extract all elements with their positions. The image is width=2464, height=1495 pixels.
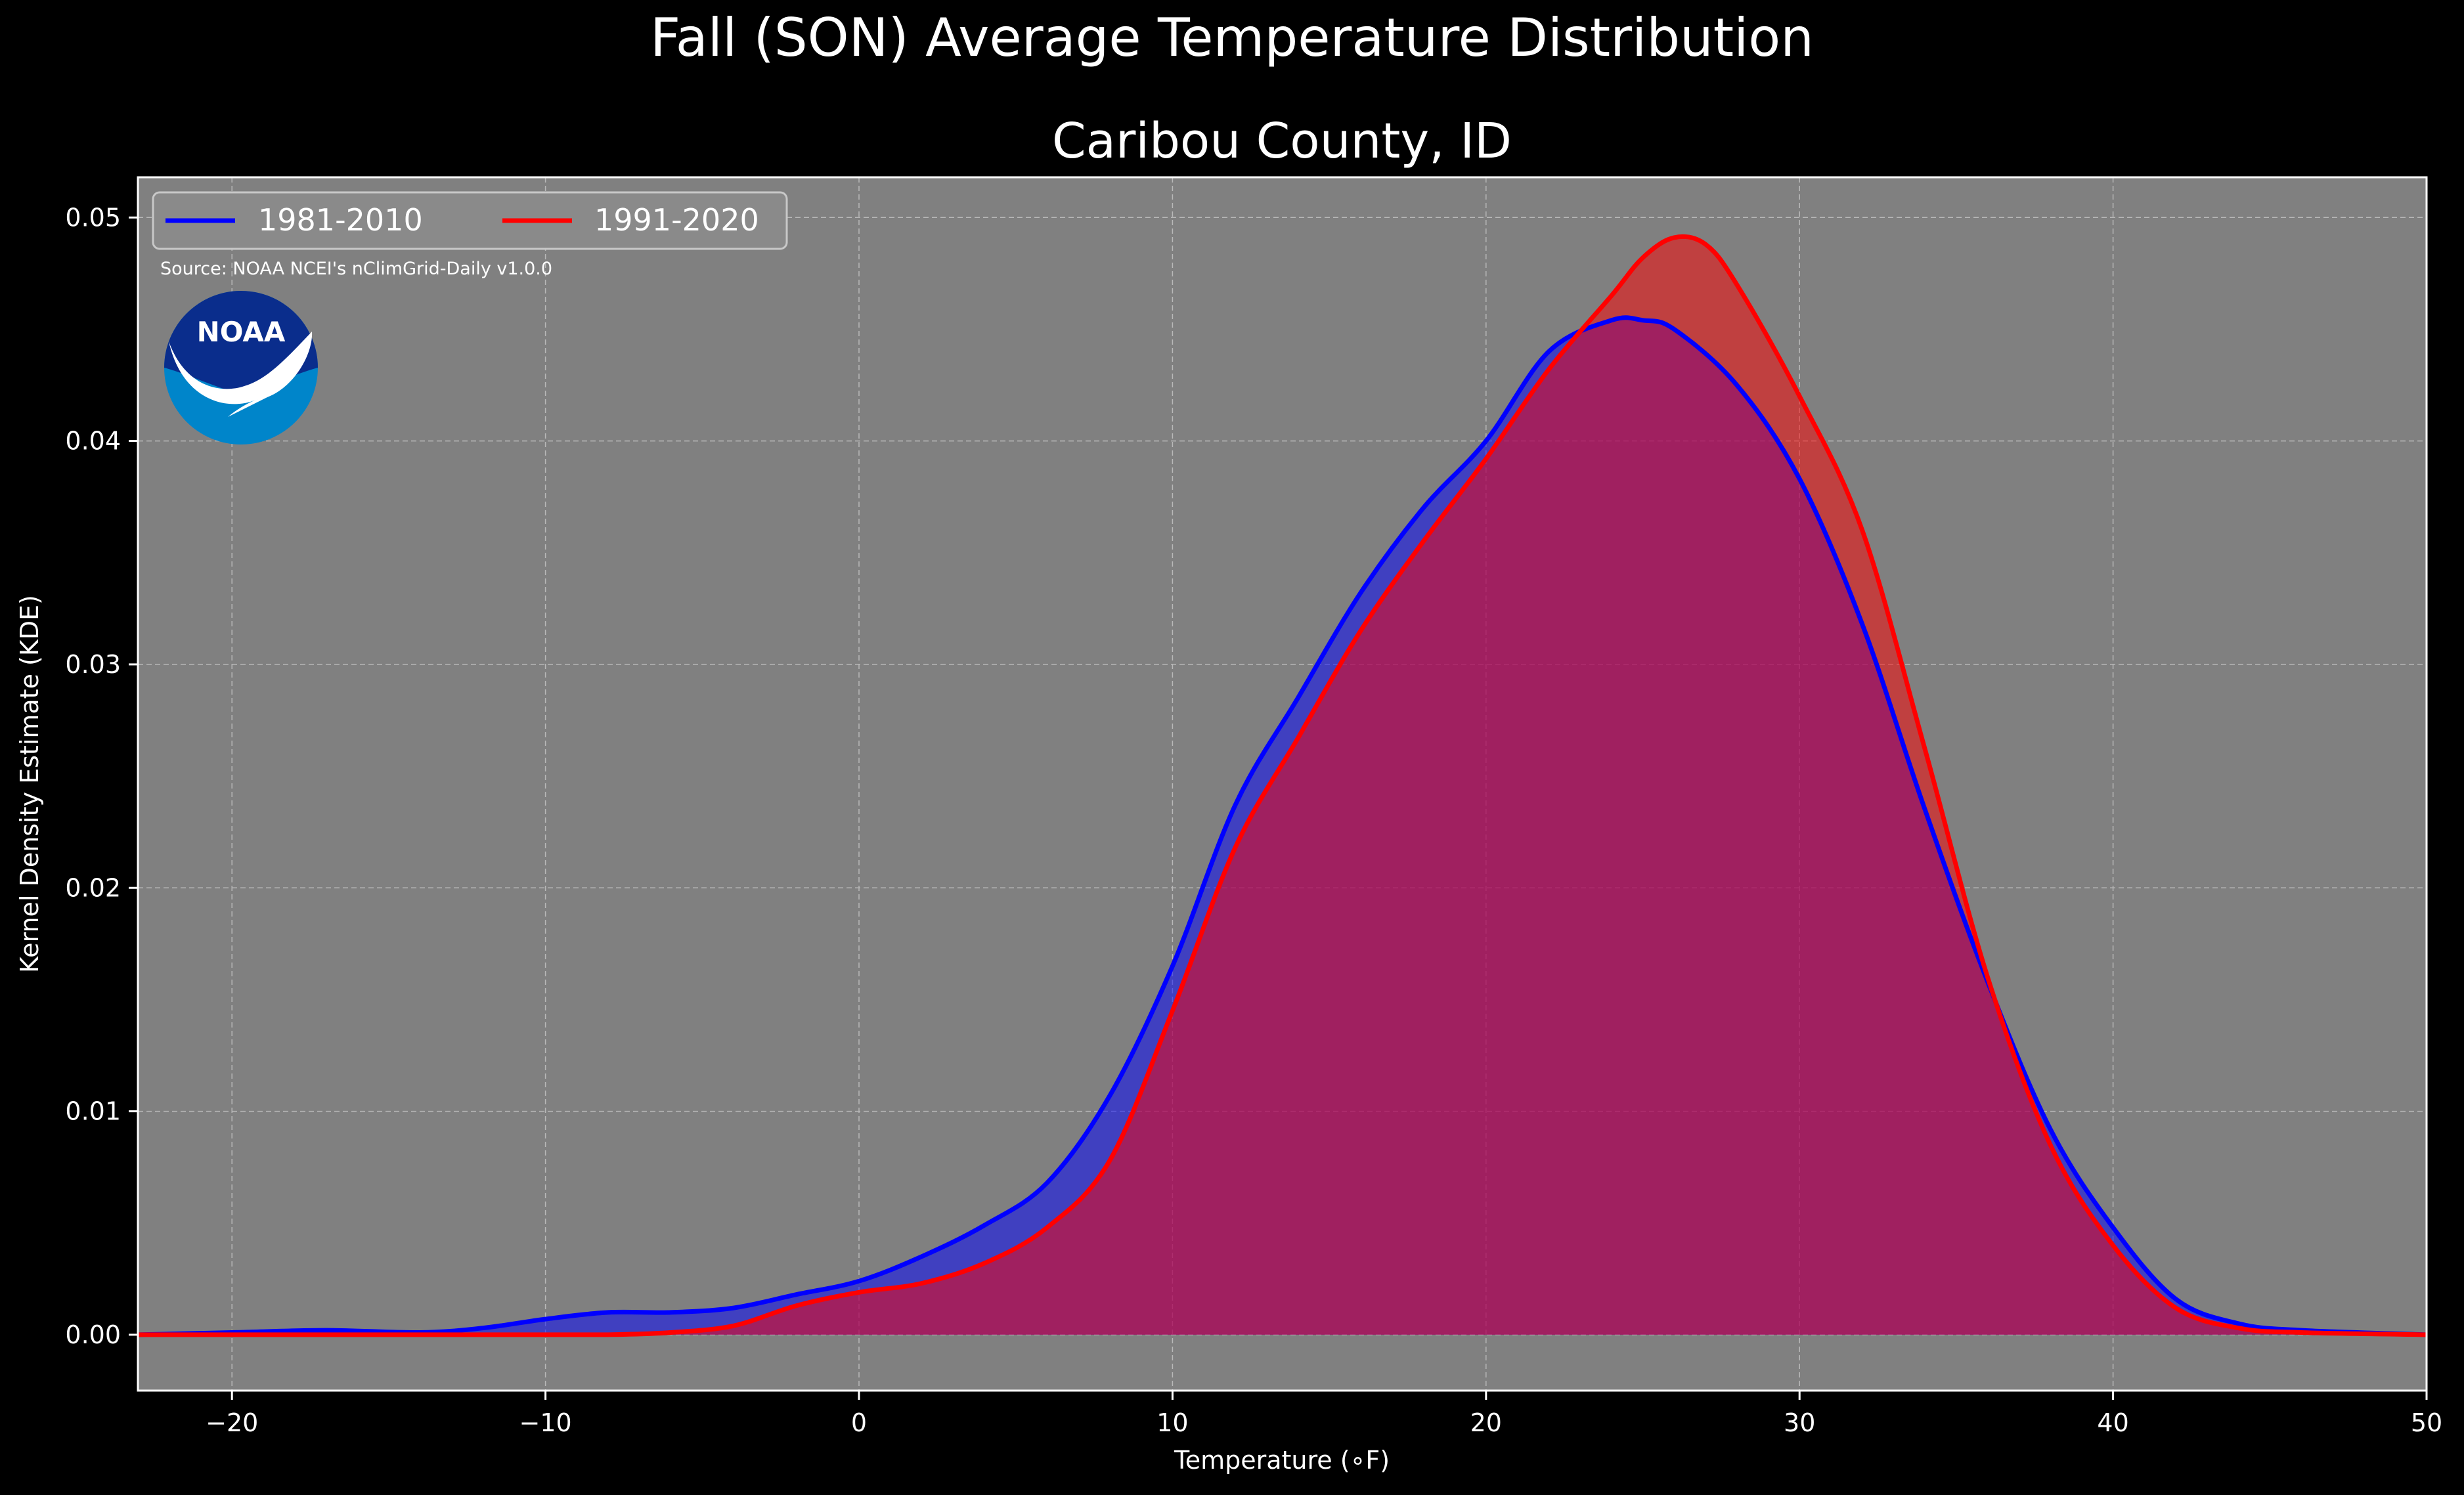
y-tick-label: 0.03 [65, 650, 121, 679]
x-axis-ticks: −20 −10 0 10 20 30 40 50 [206, 1391, 2442, 1437]
y-axis-label: Kernel Density Estimate (KDE) [15, 595, 44, 973]
x-tick-label: 10 [1156, 1408, 1188, 1437]
source-note: Source: NOAA NCEI's nClimGrid-Daily v1.0… [160, 259, 552, 279]
x-tick-label: 20 [1470, 1408, 1502, 1437]
y-tick-label: 0.01 [65, 1097, 121, 1126]
legend-label-1991-2020: 1991-2020 [594, 202, 759, 238]
plot-frame [137, 176, 2428, 1392]
legend: 1981-2010 1991-2020 [152, 191, 788, 250]
noaa-logo-text: NOAA [197, 316, 286, 348]
x-axis-label: Temperature (∘F) [1174, 1446, 1390, 1475]
series-line-1991-2020 [137, 234, 2427, 1337]
legend-label-1981-2010: 1981-2010 [258, 202, 423, 238]
y-tick-label: 0.05 [65, 203, 121, 232]
y-tick-label: 0.00 [65, 1320, 121, 1349]
chart-title: Caribou County, ID [1052, 113, 1512, 169]
x-tick-label: −10 [519, 1408, 572, 1437]
x-tick-label: 0 [851, 1408, 867, 1437]
noaa-logo: NOAA [164, 291, 318, 444]
y-tick-label: 0.04 [65, 427, 121, 456]
x-tick-label: −20 [206, 1408, 258, 1437]
y-axis-ticks: 0.00 0.01 0.02 0.03 0.04 0.05 [65, 203, 138, 1349]
y-tick-label: 0.02 [65, 873, 121, 902]
x-tick-label: 40 [2097, 1408, 2128, 1437]
x-tick-label: 30 [1784, 1408, 1815, 1437]
series-lines [137, 234, 2427, 1337]
chart-suptitle: Fall (SON) Average Temperature Distribut… [650, 7, 1814, 68]
x-tick-label: 50 [2411, 1408, 2442, 1437]
noaa-logo-gull [169, 332, 313, 417]
legend-box [152, 191, 788, 250]
